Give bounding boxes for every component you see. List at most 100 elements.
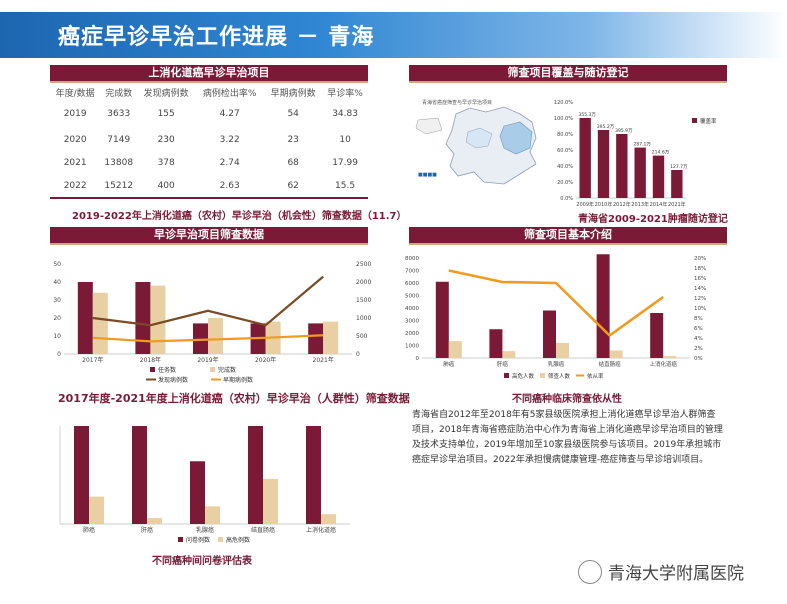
bar xyxy=(634,147,646,198)
legend-label: 任务数 xyxy=(158,366,176,374)
bar xyxy=(650,313,664,358)
table-cell: 2019 xyxy=(63,109,87,119)
section4-caption: 不同癌种间问卷评估表 xyxy=(152,556,252,567)
bar xyxy=(579,118,591,198)
bar xyxy=(556,343,569,358)
table-cell: 23 xyxy=(287,134,299,145)
bar xyxy=(448,341,462,358)
table-cell: 2022 xyxy=(50,174,101,199)
bar xyxy=(263,478,278,524)
title-banner xyxy=(0,12,787,58)
bar xyxy=(321,514,336,524)
table-cell: 17.99 xyxy=(332,157,358,168)
legend-swatch xyxy=(210,367,215,372)
map-inset-shape xyxy=(415,117,443,135)
bar xyxy=(663,356,677,358)
x-tick-label: 乳腺癌 xyxy=(196,526,214,534)
y-left-tick-label: 7000 xyxy=(405,269,419,275)
table-cell: 15.5 xyxy=(322,174,368,199)
table-header-cell: 年度/数据 xyxy=(55,88,95,99)
table-cell: 155 xyxy=(157,109,175,119)
legend-swatch xyxy=(692,118,697,123)
y-right-tick-label: 8% xyxy=(694,316,703,322)
y-right-tick-label: 18% xyxy=(694,266,706,272)
bar xyxy=(135,282,151,354)
table-header-row: 年度/数据 完成数 发现病例数 病例检出率% 早期病例数 早诊率% xyxy=(50,84,368,100)
y-right-tick-label: 2000 xyxy=(356,279,371,286)
legend-swatch xyxy=(540,373,545,378)
y-right-tick-label: 1500 xyxy=(356,297,371,304)
x-tick-label: 2021年 xyxy=(313,356,334,364)
y-left-tick-label: 4000 xyxy=(405,306,419,312)
region-map: 青海省癌症筛查与早诊早治项目 ■■■■ xyxy=(408,92,548,190)
bar xyxy=(308,323,324,354)
y-tick-label: 120.0% xyxy=(554,100,573,106)
data-label: 127.7万 xyxy=(670,164,688,170)
x-tick-label: 2013年 xyxy=(631,201,649,208)
watermark-text: 青海大学附属医院 xyxy=(608,564,744,584)
y-right-tick-label: 2% xyxy=(694,346,703,352)
section5-caption: 不同癌种临床筛查依从性 xyxy=(512,394,622,405)
y-right-tick-label: 1000 xyxy=(356,315,371,322)
x-tick-label: 上消化道癌 xyxy=(306,526,336,534)
y-tick-label: 100.0% xyxy=(554,116,573,122)
table-cell: 3.22 xyxy=(219,134,240,145)
y-left-tick-label: 2000 xyxy=(405,331,419,337)
table-row: 2020 7149 230 3.22 23 10 xyxy=(50,128,368,151)
compliance-chart: 0 1000 2000 3000 4000 5000 6000 7000 8000 0% 2% 4% 6… xyxy=(405,254,706,380)
x-tick-label: 2021年 xyxy=(668,201,686,208)
section1-caption: 2019-2022年上消化道癌（农村）早诊早治（机会性）筛查数据（11.7） xyxy=(72,211,407,222)
table-cell: 3633 xyxy=(107,109,131,119)
y-tick-label: 60.0% xyxy=(557,148,573,154)
y-right-tick-label: 500 xyxy=(356,333,368,340)
x-tick-label: 2017年 xyxy=(82,356,103,364)
data-label: 214.6万 xyxy=(652,150,670,156)
bar xyxy=(92,292,108,354)
map-region-shape xyxy=(465,127,493,149)
table-cell: 2.74 xyxy=(219,157,240,168)
legend-swatch xyxy=(504,373,509,378)
legend-label: 高危人数 xyxy=(512,372,535,380)
x-tick-label: 上消化道癌 xyxy=(649,360,677,368)
y-tick-label: 20.0% xyxy=(557,180,573,186)
bar xyxy=(543,310,556,358)
table-row: 2022 15212 400 2.63 62 15.5 xyxy=(50,174,368,199)
legend-label: 高危例数 xyxy=(226,536,250,544)
bar xyxy=(323,321,339,354)
map-legend: ■■■■ xyxy=(418,172,437,178)
legend-label: 筛查人数 xyxy=(548,372,571,380)
legend-label: 覆盖率 xyxy=(700,117,717,125)
bar xyxy=(306,426,321,524)
y-right-tick-label: 2500 xyxy=(356,261,371,268)
y-right-tick-label: 4% xyxy=(694,336,703,342)
legend-label: 发现病例数 xyxy=(158,376,188,384)
legend-label: 依从率 xyxy=(587,372,604,380)
y-left-tick-label: 0 xyxy=(57,351,61,358)
table-cell: 4.27 xyxy=(219,109,240,119)
bar xyxy=(132,426,147,524)
legend-label: 问卷例数 xyxy=(186,536,210,544)
section2-header: 筛查项目覆盖与随访登记 xyxy=(409,65,727,83)
table-cell: 7149 xyxy=(107,134,131,145)
x-tick-label: 结直肠癌 xyxy=(251,526,275,534)
bar xyxy=(205,506,220,524)
followup-chart: 0.0% 20.0% 40.0% 60.0% 80.0% 100.0% 120.0% 355.… xyxy=(554,100,717,208)
section2-caption: 青海省2009-2021肿瘤随访登记 xyxy=(578,214,728,225)
data-label: 395.2万 xyxy=(597,124,615,130)
bar xyxy=(609,350,623,358)
table-cell: 2.63 xyxy=(195,174,265,199)
bar xyxy=(596,254,610,358)
table-cell: 34.83 xyxy=(332,109,358,119)
table-cell: 2020 xyxy=(63,134,87,145)
section3-header: 早诊早治项目筛查数据 xyxy=(50,227,368,245)
wechat-icon xyxy=(578,560,602,584)
bar xyxy=(502,351,516,358)
y-left-tick-label: 30 xyxy=(53,297,61,304)
y-left-tick-label: 3000 xyxy=(405,319,419,325)
bar xyxy=(193,323,208,354)
bar xyxy=(147,518,162,524)
y-left-tick-label: 5000 xyxy=(405,294,419,300)
x-tick-label: 2010年 xyxy=(595,201,613,208)
y-tick-label: 80.0% xyxy=(557,132,573,138)
y-right-tick-label: 0% xyxy=(694,356,703,362)
